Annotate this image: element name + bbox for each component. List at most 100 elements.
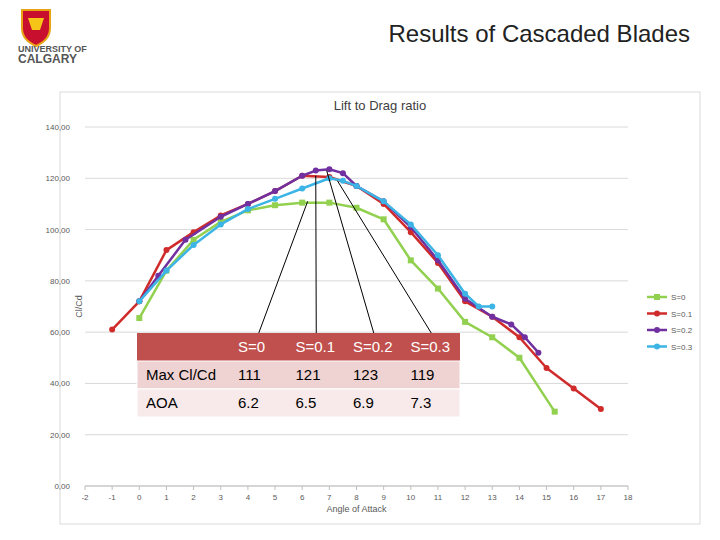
- pointer-line: [337, 181, 431, 333]
- marker: [571, 386, 577, 392]
- table-cell: 123: [353, 366, 378, 383]
- marker: [598, 406, 604, 412]
- marker: [354, 183, 360, 189]
- marker: [408, 221, 414, 227]
- grid-line: [85, 280, 628, 281]
- table-header: S=0: [238, 338, 265, 355]
- x-tick: [465, 486, 466, 490]
- x-tick: [193, 486, 194, 490]
- x-tick: [85, 486, 86, 490]
- marker: [191, 242, 197, 248]
- legend: S=0S=0.1S=0.2S=0.3: [647, 293, 693, 352]
- marker: [313, 168, 319, 174]
- table-header: S=0.2: [353, 338, 393, 355]
- x-tick-label: 7: [327, 493, 332, 502]
- marker: [340, 178, 346, 184]
- x-tick-label: 13: [488, 493, 497, 502]
- marker: [535, 350, 541, 356]
- marker: [408, 257, 414, 263]
- summary-table: S=0S=0.1S=0.2S=0.3Max Cl/Cd111121123119A…: [137, 171, 460, 417]
- x-tick-label: 11: [434, 493, 443, 502]
- x-tick: [600, 486, 601, 490]
- chart-frame: [60, 92, 700, 524]
- legend-label: S=0.1: [671, 310, 693, 319]
- marker: [299, 200, 305, 206]
- marker: [381, 216, 387, 222]
- table-cell: 119: [411, 366, 435, 383]
- x-tick-label: 17: [596, 493, 605, 502]
- marker: [109, 327, 115, 333]
- y-tick-label: 40,00: [50, 379, 71, 388]
- table-header: S=0.3: [411, 338, 451, 355]
- x-tick: [383, 486, 384, 490]
- marker: [552, 409, 558, 415]
- x-tick-label: 3: [219, 493, 224, 502]
- table-cell: 7.3: [411, 394, 432, 411]
- marker: [136, 298, 142, 304]
- marker: [326, 200, 332, 206]
- x-tick-label: 18: [624, 493, 633, 502]
- marker: [163, 268, 169, 274]
- marker: [272, 188, 278, 194]
- grid-line: [85, 434, 628, 435]
- marker: [163, 268, 169, 274]
- x-tick-label: -1: [109, 493, 117, 502]
- marker: [272, 196, 278, 202]
- table-cell: 6.9: [353, 394, 374, 411]
- marker: [516, 355, 522, 361]
- y-tick-label: 100,00: [46, 226, 71, 235]
- marker: [544, 365, 550, 371]
- x-tick-label: 15: [542, 493, 551, 502]
- slide-title: Results of Cascaded Blades: [389, 20, 691, 47]
- logo-emblem: [28, 18, 44, 30]
- table-cell: 6.5: [296, 394, 317, 411]
- pointer-line: [327, 171, 374, 333]
- y-axis: 0,0020,0040,0060,0080,00100,00120,00140,…: [46, 123, 628, 491]
- x-tick-label: 1: [164, 493, 169, 502]
- table-row-bg: [137, 361, 460, 389]
- marker: [354, 183, 360, 189]
- x-tick: [628, 486, 629, 490]
- x-tick: [573, 486, 574, 490]
- x-tick-label: 0: [137, 493, 142, 502]
- x-tick-label: 8: [354, 493, 359, 502]
- y-tick-label: 120,00: [46, 174, 71, 183]
- table-row-label: Max Cl/Cd: [146, 366, 216, 383]
- slide: UNIVERSITY OFCALGARYResults of Cascaded …: [0, 0, 720, 540]
- table-cell: 6.2: [238, 394, 259, 411]
- marker: [218, 214, 224, 220]
- chart-title: Lift to Drag ratio: [334, 98, 427, 113]
- x-tick-label: 12: [461, 493, 470, 502]
- marker: [462, 291, 468, 297]
- x-tick: [220, 486, 221, 490]
- marker: [299, 186, 305, 192]
- x-tick-label: -2: [81, 493, 89, 502]
- x-tick: [519, 486, 520, 490]
- y-tick-label: 60,00: [50, 328, 71, 337]
- logo-shield: [22, 10, 50, 46]
- table-cell: 111: [238, 366, 261, 383]
- x-tick: [356, 486, 357, 490]
- marker: [299, 173, 305, 179]
- x-tick: [166, 486, 167, 490]
- table-row-bg: [137, 389, 460, 417]
- x-tick: [492, 486, 493, 490]
- marker: [272, 202, 278, 208]
- grid-line: [85, 229, 628, 230]
- legend-marker: [654, 344, 660, 350]
- x-tick: [302, 486, 303, 490]
- x-tick: [437, 486, 438, 490]
- x-tick: [329, 486, 330, 490]
- legend-label: S=0.2: [671, 326, 693, 335]
- marker: [182, 237, 188, 243]
- table-header: S=0.1: [296, 338, 336, 355]
- marker: [489, 334, 495, 340]
- marker: [299, 173, 305, 179]
- x-tick-label: 6: [300, 493, 305, 502]
- y-tick-label: 80,00: [50, 277, 71, 286]
- x-tick-label: 4: [246, 493, 251, 502]
- y-tick-label: 0,00: [54, 482, 70, 491]
- marker: [272, 188, 278, 194]
- pointer-line: [315, 176, 316, 333]
- marker: [489, 314, 495, 320]
